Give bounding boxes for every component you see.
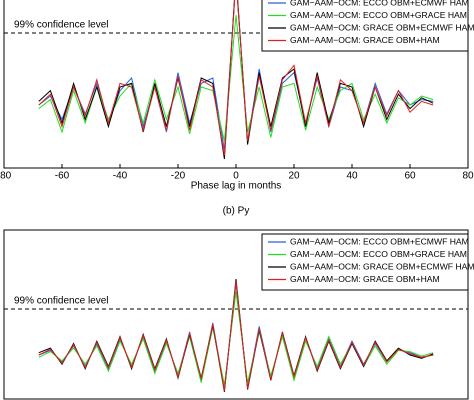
legend-label: GAM−AAM−OCM: ECCO OBM+GRACE HAM <box>290 249 467 259</box>
x-tick-label: -20 <box>171 171 186 182</box>
chart-title: (b) Py <box>223 206 250 217</box>
annotation: 99% confidence level <box>14 20 109 31</box>
x-tick-label: -60 <box>55 171 70 182</box>
legend-box <box>261 233 469 291</box>
legend-label: GAM−AAM−OCM: GRACE OBM+ECMWF HAM <box>290 261 474 271</box>
x-axis-label: Phase lag in months <box>191 181 282 192</box>
x-tick-label: -40 <box>113 171 128 182</box>
legend-label: GAM−AAM−OCM: GRACE OBM+HAM <box>290 274 440 284</box>
legend-label: GAM−AAM−OCM: ECCO OBM+GRACE HAM <box>290 10 467 20</box>
x-tick-label: 0 <box>233 171 239 182</box>
plot-frame <box>3 229 469 400</box>
x-tick-label: 20 <box>288 171 300 182</box>
series-line <box>38 0 434 156</box>
legend-label: GAM−AAM−OCM: ECCO OBM+ECMWF HAM <box>290 0 469 7</box>
series-line <box>38 0 434 160</box>
series-line <box>38 281 434 391</box>
series-line <box>38 291 434 385</box>
legend-label: GAM−AAM−OCM: ECCO OBM+ECMWF HAM <box>290 236 469 246</box>
legend-box <box>261 0 469 52</box>
x-tick-label: -80 <box>0 171 12 182</box>
x-tick-label: 60 <box>404 171 416 182</box>
legend-label: GAM−AAM−OCM: GRACE OBM+ECMWF HAM <box>290 22 474 32</box>
legend-label: GAM−AAM−OCM: GRACE OBM+HAM <box>290 35 440 45</box>
annotation: 99% confidence level <box>14 296 109 307</box>
x-tick-label: 80 <box>462 171 474 182</box>
x-tick-label: 40 <box>346 171 358 182</box>
